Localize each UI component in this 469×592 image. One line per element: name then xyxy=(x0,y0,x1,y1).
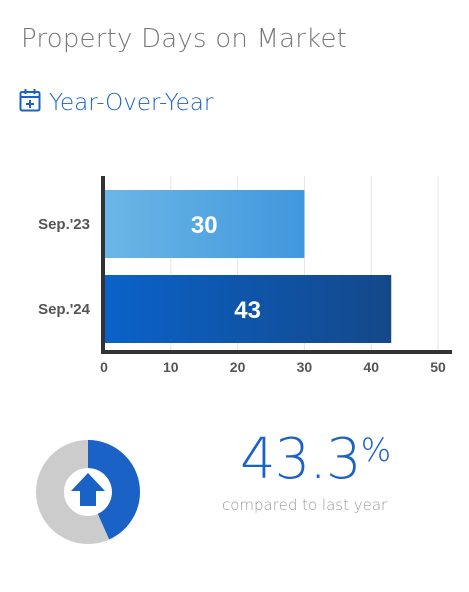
bar-1 xyxy=(104,275,392,343)
bar-value-label: 43 xyxy=(234,297,261,324)
bar-value-label: 30 xyxy=(191,212,218,239)
category-label: Sep.'23 xyxy=(38,216,90,233)
x-tick-label: 50 xyxy=(430,359,446,375)
x-tick-label: 10 xyxy=(163,359,179,375)
subtitle-row: Year-Over-Year xyxy=(19,88,213,117)
x-tick-label: 40 xyxy=(363,359,379,375)
donut-segment xyxy=(88,440,140,540)
percent-value: 43.3 xyxy=(240,427,362,492)
page-title: Property Days on Market xyxy=(21,24,348,54)
bar-0 xyxy=(104,190,305,258)
category-label: Sep.'24 xyxy=(38,301,91,318)
arrow-up-icon xyxy=(71,473,105,506)
subtitle: Year-Over-Year xyxy=(49,89,214,116)
x-tick-label: 0 xyxy=(100,359,108,375)
x-tick-label: 30 xyxy=(297,359,313,375)
x-tick-label: 20 xyxy=(230,359,246,375)
percent-caption: compared to last year xyxy=(222,496,388,514)
change-donut xyxy=(36,440,140,544)
calendar-plus-icon xyxy=(19,88,41,117)
percent-change: 43.3 % xyxy=(240,432,391,488)
percent-symbol: % xyxy=(360,431,392,469)
bar-chart: 30 Sep.'23 43 Sep.'24 0 10 20 30 40 50 xyxy=(38,176,452,375)
